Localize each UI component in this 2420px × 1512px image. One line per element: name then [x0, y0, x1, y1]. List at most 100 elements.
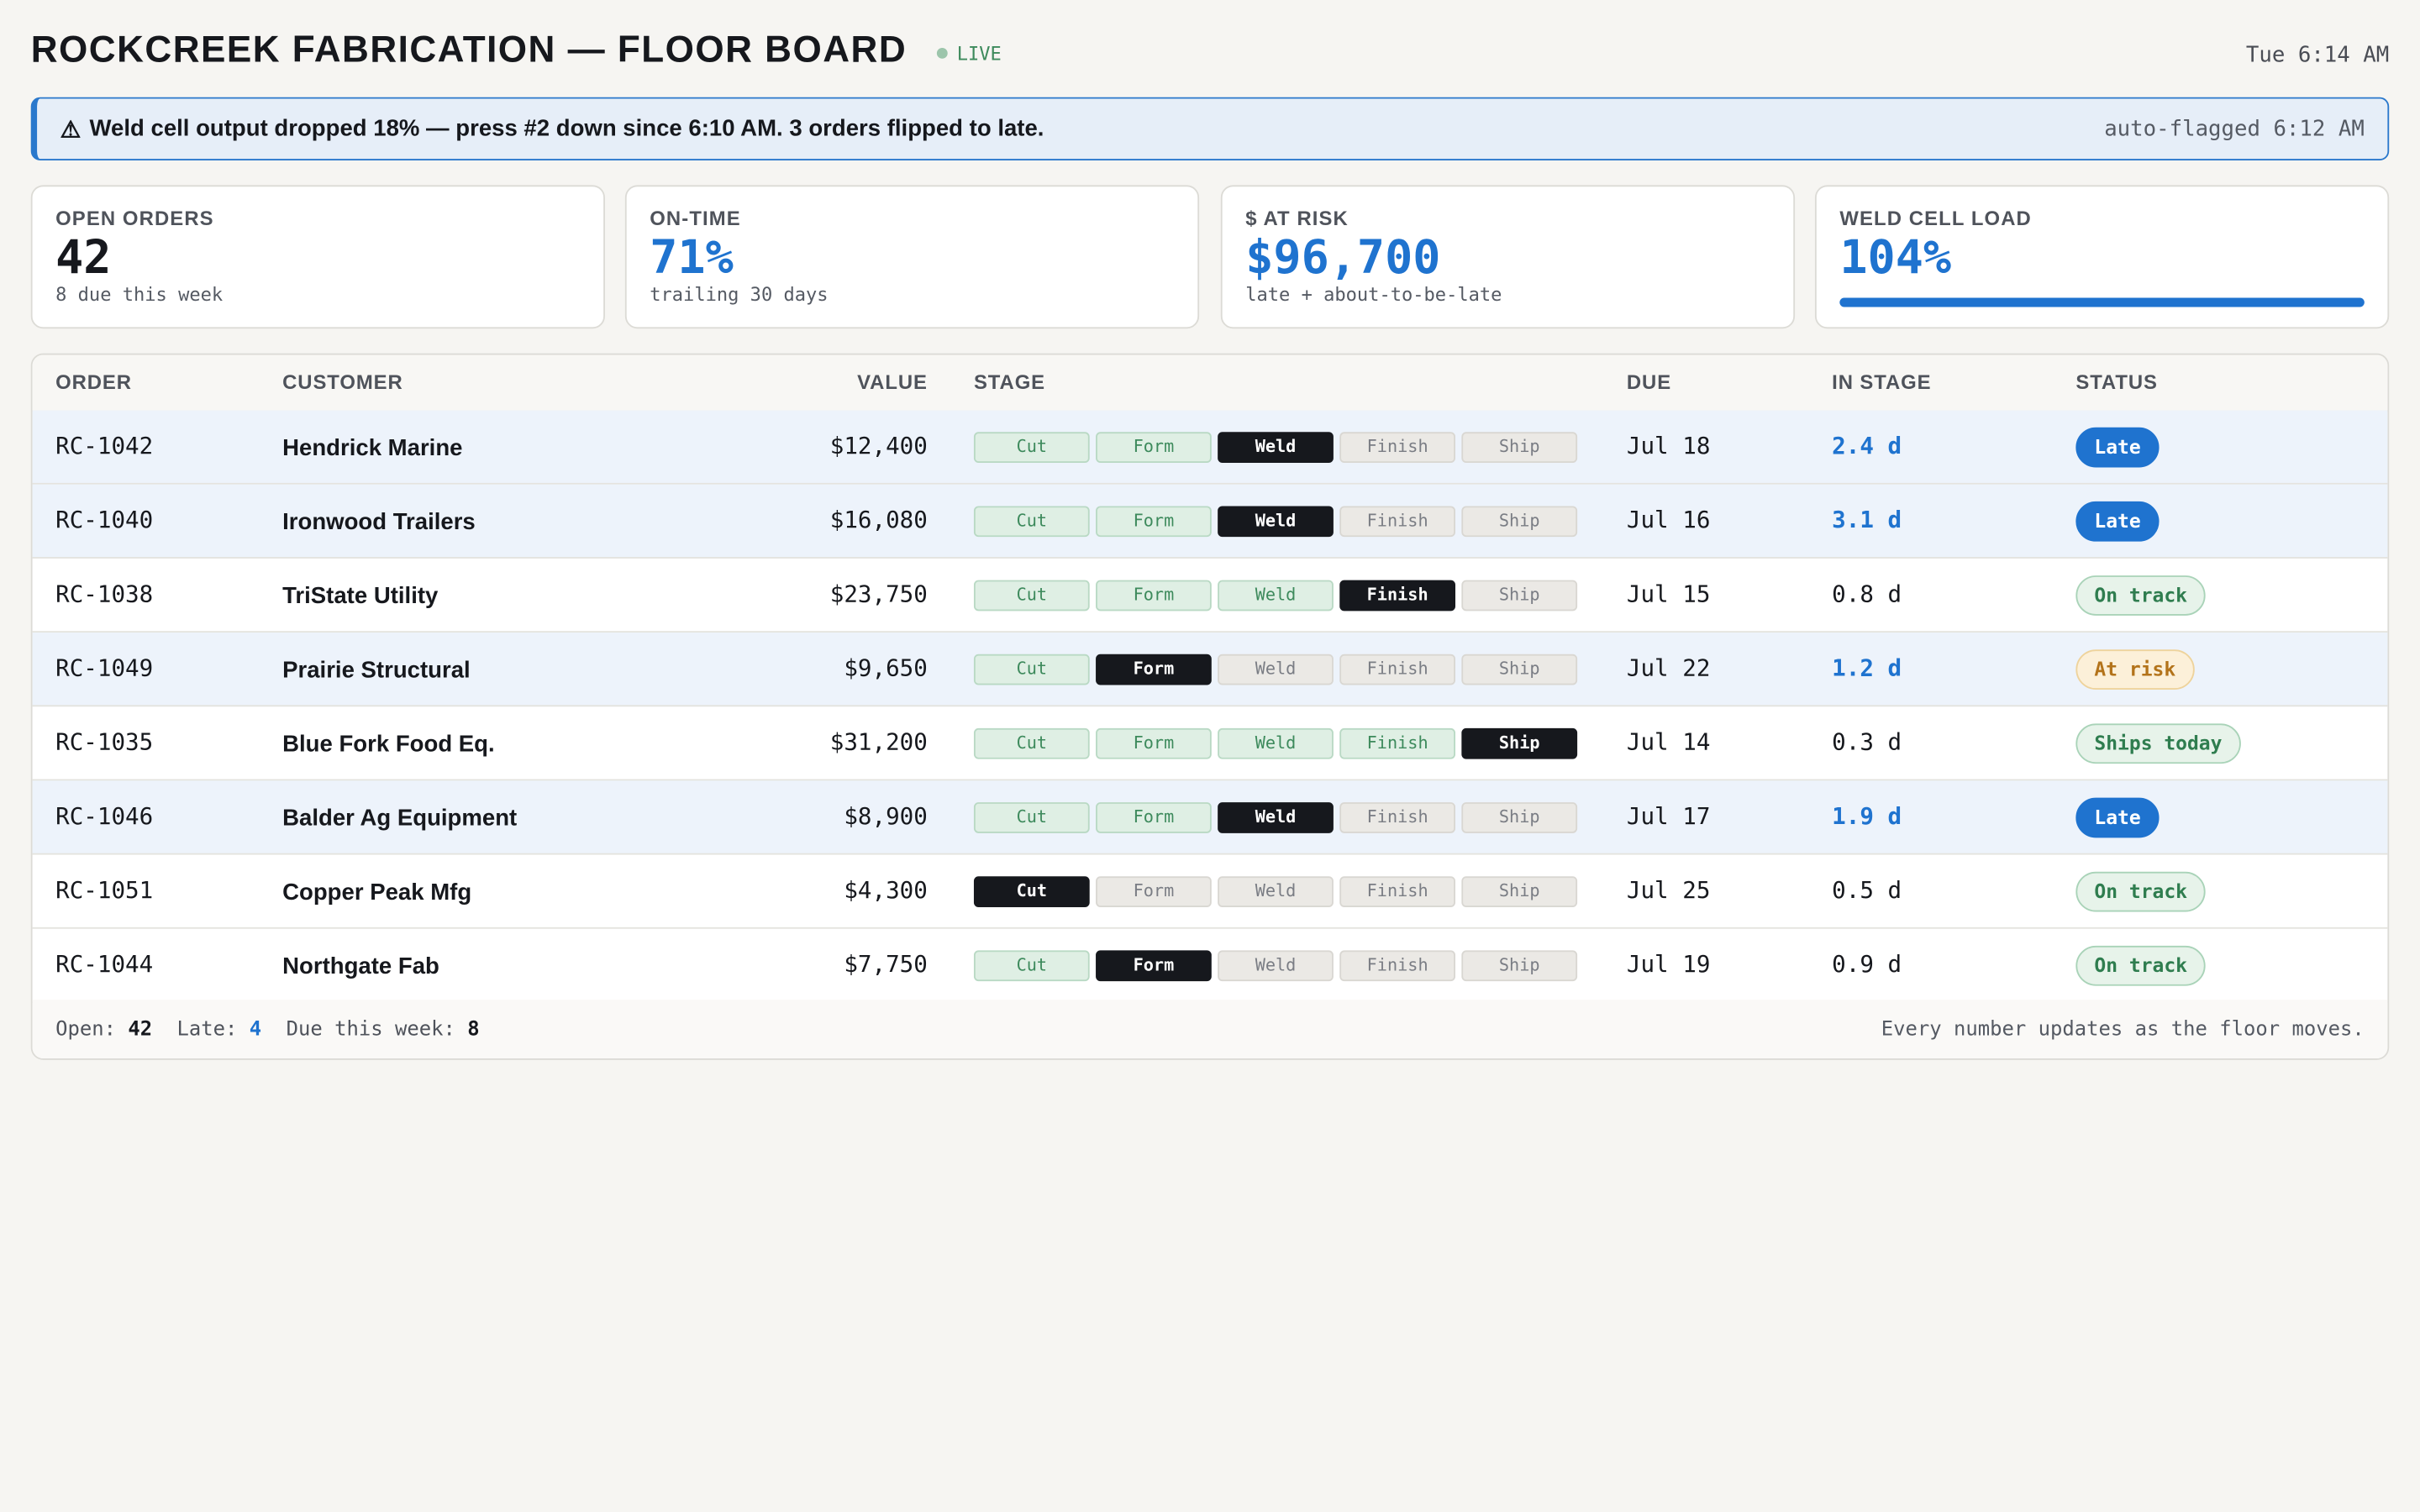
customer-name: Copper Peak Mfg	[282, 879, 472, 906]
kpi-open-orders: OPEN ORDERS 42 8 due this week	[30, 185, 605, 329]
due-date: Jul 16	[1626, 506, 1711, 534]
table-row[interactable]: RC-1040 Ironwood Trailers $16,080 Cut Form We…	[32, 484, 2388, 559]
order-value: $31,200	[829, 727, 928, 756]
live-indicator: LIVE	[936, 43, 1002, 65]
stage-finish: Finish	[1339, 580, 1456, 612]
time-in-stage: 0.9 d	[1832, 950, 1902, 979]
kpi-weld-cell-load: WELD CELL LOAD 104%	[1814, 185, 2390, 329]
load-progress-fill	[1839, 297, 2365, 307]
status-badge: On track	[2075, 945, 2207, 986]
customer-name: TriState Utility	[282, 583, 439, 610]
table-row[interactable]: RC-1049 Prairie Structural $9,650 Cut Form We…	[32, 633, 2388, 707]
status-badge: Late	[2075, 797, 2160, 838]
stage-weld: Weld	[1218, 950, 1334, 982]
stage-finish: Finish	[1339, 950, 1456, 982]
late-count: 4	[249, 1018, 262, 1042]
column-header-stage[interactable]: STAGE	[973, 370, 1046, 394]
table-header: ORDER CUSTOMER VALUE STAGE DUE IN STAGE …	[32, 354, 2388, 412]
load-progress-bar	[1839, 297, 2365, 307]
stage-ship: Ship	[1461, 950, 1578, 982]
alert-banner[interactable]: ⚠ Weld cell output dropped 18% — press #…	[30, 97, 2390, 161]
kpi-value: 104%	[1839, 231, 1952, 286]
stage-ship: Ship	[1461, 580, 1578, 612]
order-id: RC-1046	[55, 802, 154, 831]
customer-name: Ironwood Trailers	[282, 509, 476, 536]
kpi-on-time: ON-TIME 71% trailing 30 days	[624, 185, 1200, 329]
order-id: RC-1042	[55, 432, 154, 460]
due-date: Jul 25	[1626, 876, 1711, 905]
stage-form: Form	[1096, 580, 1212, 612]
order-value: $12,400	[829, 432, 928, 460]
table-row[interactable]: RC-1038 TriState Utility $23,750 Cut Form Wel…	[32, 559, 2388, 633]
stage-ship: Ship	[1461, 654, 1578, 685]
stage-weld: Weld	[1218, 654, 1334, 685]
status-badge: On track	[2075, 871, 2207, 912]
kpi-subtext: trailing 30 days	[650, 283, 829, 306]
stage-weld: Weld	[1218, 727, 1334, 759]
kpi-label: $ AT RISK	[1245, 207, 1349, 230]
table-footer: Open: 42 Late: 4 Due this week: 8 Every nu…	[32, 1000, 2388, 1058]
stage-cut: Cut	[973, 802, 1090, 833]
stage-cut: Cut	[973, 727, 1090, 759]
status-badge: Late	[2075, 427, 2160, 468]
column-header-due[interactable]: DUE	[1626, 370, 1672, 394]
table-row[interactable]: RC-1035 Blue Fork Food Eq. $31,200 Cut Form W…	[32, 706, 2388, 781]
stage-form: Form	[1096, 876, 1212, 907]
stage-weld: Weld	[1218, 876, 1334, 907]
table-row[interactable]: RC-1042 Hendrick Marine $12,400 Cut Form Weld…	[32, 410, 2388, 485]
time-in-stage: 2.4 d	[1832, 432, 1902, 460]
stage-finish: Finish	[1339, 727, 1456, 759]
column-header-in-stage[interactable]: IN STAGE	[1832, 370, 1932, 394]
stage-finish: Finish	[1339, 432, 1456, 464]
due-date: Jul 19	[1626, 950, 1711, 979]
order-value: $16,080	[829, 506, 928, 534]
due-date: Jul 14	[1626, 727, 1711, 756]
footer-summary: Open: 42 Late: 4 Due this week: 8	[55, 1018, 479, 1042]
kpi-label: WELD CELL LOAD	[1839, 207, 2032, 230]
table-row[interactable]: RC-1044 Northgate Fab $7,750 Cut Form Weld Fin…	[32, 929, 2388, 1003]
warning-icon: ⚠	[60, 117, 82, 144]
kpi-label: ON-TIME	[650, 207, 741, 230]
order-id: RC-1035	[55, 727, 154, 756]
due-date: Jul 18	[1626, 432, 1711, 460]
kpi-subtext: 8 due this week	[55, 283, 224, 306]
stage-weld: Weld	[1218, 506, 1334, 538]
customer-name: Hendrick Marine	[282, 434, 463, 462]
column-header-status[interactable]: STATUS	[2075, 370, 2158, 394]
stage-cut: Cut	[973, 654, 1090, 685]
column-header-order[interactable]: ORDER	[55, 370, 132, 394]
orders-table: ORDER CUSTOMER VALUE STAGE DUE IN STAGE …	[30, 353, 2390, 1060]
column-header-value[interactable]: VALUE	[857, 370, 928, 394]
column-header-customer[interactable]: CUSTOMER	[282, 370, 403, 394]
order-id: RC-1044	[55, 950, 154, 979]
order-value: $23,750	[829, 580, 928, 608]
kpi-subtext: late + about-to-be-late	[1245, 283, 1502, 306]
stage-form: Form	[1096, 432, 1212, 464]
customer-name: Blue Fork Food Eq.	[282, 731, 495, 758]
kpi-label: OPEN ORDERS	[55, 207, 214, 230]
kpi-value: $96,700	[1245, 231, 1441, 286]
page-title: ROCKCREEK FABRICATION — FLOOR BOARD	[30, 29, 908, 71]
kpi-dollars-at-risk: $ AT RISK $96,700 late + about-to-be-lat…	[1220, 185, 1796, 329]
due-label: Due this week:	[286, 1018, 455, 1042]
status-badge: On track	[2075, 575, 2207, 616]
stage-form: Form	[1096, 950, 1212, 982]
table-row[interactable]: RC-1051 Copper Peak Mfg $4,300 Cut Form Weld F…	[32, 855, 2388, 929]
stage-cut: Cut	[973, 876, 1090, 907]
status-badge: Late	[2075, 501, 2160, 542]
due-date: Jul 15	[1626, 580, 1711, 608]
stage-form: Form	[1096, 654, 1212, 685]
status-badge: Ships today	[2075, 723, 2241, 764]
order-value: $9,650	[844, 654, 928, 682]
clock: Tue 6:14 AM	[2245, 43, 2390, 68]
time-in-stage: 0.5 d	[1832, 876, 1902, 905]
time-in-stage: 0.8 d	[1832, 580, 1902, 608]
alert-timestamp: auto-flagged 6:12 AM	[2104, 117, 2365, 142]
stage-ship: Ship	[1461, 802, 1578, 833]
table-row[interactable]: RC-1046 Balder Ag Equipment $8,900 Cut Form W…	[32, 780, 2388, 855]
customer-name: Northgate Fab	[282, 953, 439, 980]
order-id: RC-1040	[55, 506, 154, 534]
stage-finish: Finish	[1339, 506, 1456, 538]
footer-note: Every number updates as the floor moves.	[1881, 1018, 2365, 1042]
